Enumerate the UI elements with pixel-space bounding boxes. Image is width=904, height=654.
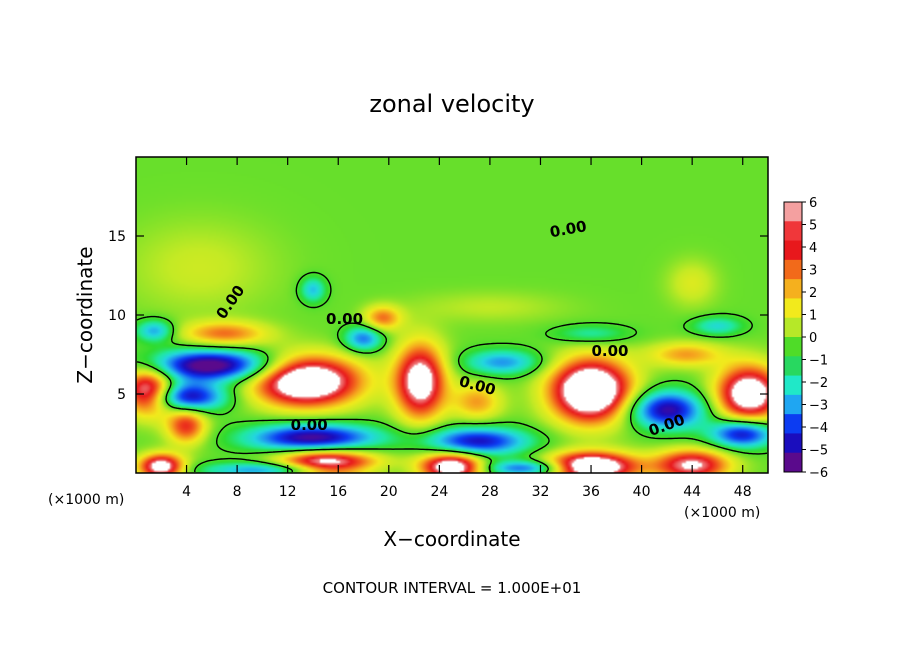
- colorbar-segment: [784, 433, 802, 454]
- colorbar-segment: [784, 240, 802, 261]
- contour-label: 0.00: [326, 310, 363, 328]
- colorbar-tick-label: 2: [809, 286, 817, 301]
- colorbar: 6 5 4 3 2 1 0 −1 −2 −3 −4 −5 −6: [783, 196, 828, 481]
- colorbar-segment: [784, 298, 802, 319]
- x-tick-label: 16: [329, 484, 347, 500]
- colorbar-segment: [784, 221, 802, 242]
- x-axis-label: X−coordinate: [383, 527, 520, 551]
- x-tick-label: 20: [380, 484, 398, 500]
- x-unit-label-right: (×1000 m): [684, 505, 760, 521]
- colorbar-segment: [784, 375, 802, 396]
- plot-area: 0.00 0.000.000.000.000.00 0.00: [135, 156, 769, 474]
- x-tick-label: 28: [481, 484, 499, 500]
- x-unit-label-left: (×1000 m): [48, 492, 124, 508]
- colorbar-tick-label: 5: [809, 219, 817, 234]
- colorbar-tick-label: 4: [809, 241, 817, 256]
- colorbar-segment: [784, 259, 802, 280]
- x-tick-label: 44: [683, 484, 701, 500]
- colorbar-segment: [784, 414, 802, 434]
- y-tick-label: 5: [117, 387, 126, 403]
- contour-interval-note: CONTOUR INTERVAL = 1.000E+01: [323, 579, 582, 597]
- colorbar-tick-label: −3: [809, 399, 828, 414]
- colorbar-segment: [784, 202, 802, 222]
- colorbar-tick-label: −4: [809, 421, 828, 436]
- x-tick-label: 48: [734, 484, 752, 500]
- colorbar-tick-label: −6: [809, 466, 828, 481]
- y-tick-label: 10: [108, 308, 126, 324]
- y-axis-ticks: 5 10 15: [108, 229, 768, 403]
- chart-title: zonal velocity: [369, 90, 534, 118]
- x-tick-label: 24: [430, 484, 448, 500]
- colorbar-segment: [784, 452, 802, 473]
- colorbar-tick-label: 1: [809, 309, 817, 324]
- colorbar-tick-label: −1: [809, 354, 828, 369]
- zero-contour-line: [136, 271, 768, 473]
- colorbar-segment: [784, 279, 802, 299]
- x-tick-label: 4: [182, 484, 191, 500]
- x-tick-label: 8: [233, 484, 242, 500]
- colorbar-tick-label: −5: [809, 444, 828, 459]
- x-tick-label: 40: [633, 484, 651, 500]
- colorbar-segment: [784, 317, 802, 338]
- colorbar-segment: [784, 356, 802, 377]
- colorbar-tick-label: 6: [809, 196, 817, 211]
- colorbar-segment: [784, 337, 802, 357]
- x-tick-label: 36: [582, 484, 600, 500]
- colorbar-tick-label: 3: [809, 264, 817, 279]
- colorbar-tick-label: 0: [809, 331, 817, 346]
- contour-label: 0.00: [591, 342, 628, 360]
- x-tick-label: 12: [279, 484, 297, 500]
- colorbar-tick-label: −2: [809, 376, 828, 391]
- velocity-heatmap: [136, 157, 768, 473]
- x-tick-label: 32: [532, 484, 550, 500]
- contour-label: 0.00: [291, 416, 328, 434]
- colorbar-segment: [784, 394, 802, 415]
- y-axis-label: Z−coordinate: [73, 246, 97, 383]
- zero-contours: [136, 271, 768, 473]
- x-axis-ticks: 4 8 12 16 20 24 28 32 36 40 44 48: [182, 157, 752, 500]
- y-tick-label: 15: [108, 229, 126, 245]
